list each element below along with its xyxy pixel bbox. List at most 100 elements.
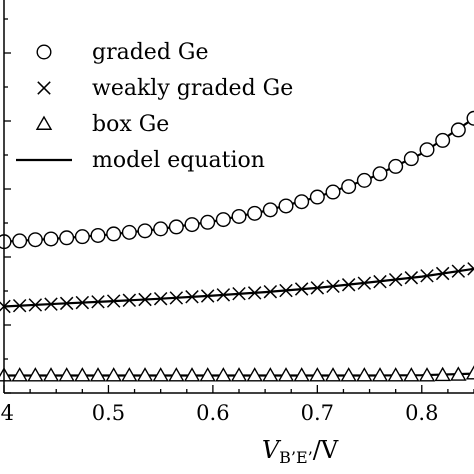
cross-stroke (91, 295, 105, 309)
x-tick-label: 0.7 (301, 401, 334, 425)
graded-ge-point (419, 142, 435, 158)
plot-area (0, 110, 474, 382)
graded-ge-point (168, 219, 184, 235)
cross-stroke (59, 296, 74, 311)
box-ge-point (152, 367, 169, 382)
graded-ge-point (294, 194, 310, 210)
cross-stroke (357, 276, 372, 290)
x-axis-label-subscript: B’E’ (279, 448, 313, 467)
graded-ge-point (12, 233, 28, 249)
graded-ge-point (450, 122, 466, 138)
box-ge-point (89, 367, 107, 382)
graded-ge-point (153, 221, 169, 237)
graded-ge-point (215, 212, 231, 228)
graded-ge-point (278, 198, 294, 214)
graded-ge-point (137, 223, 153, 239)
weakly-graded-ge-point (420, 269, 434, 283)
graded-ge-point (403, 151, 419, 167)
graded-ge-point (27, 232, 43, 248)
cross-stroke (326, 279, 340, 294)
weakly-graded-ge-point (435, 266, 450, 281)
weakly-graded-ge-point (404, 271, 419, 285)
cross-stroke (294, 282, 309, 296)
legend-marker (37, 81, 51, 95)
cross-stroke (153, 291, 168, 306)
box-ge-point (199, 367, 216, 382)
cross-stroke (247, 286, 262, 300)
graded-ge-point (372, 166, 388, 182)
legend-item: model equation (16, 148, 265, 173)
cross-stroke (12, 298, 27, 313)
model-curve-2 (3, 267, 474, 308)
box-ge-point (136, 367, 154, 382)
graded-ge-point (356, 172, 372, 188)
weakly-graded-ge-point (279, 283, 293, 298)
graded-ge-point (388, 158, 404, 174)
weakly-graded-ge-point (138, 292, 152, 307)
weakly-graded-ge-point (122, 293, 137, 307)
cross-stroke (341, 278, 356, 292)
weakly-graded-ge-point (263, 285, 278, 299)
box-ge-point (246, 367, 263, 382)
box-ge-point (450, 366, 467, 381)
legend: graded Ge weakly graded Ge box Ge model equ… (16, 40, 293, 173)
graded-ge-point (43, 231, 59, 247)
cross-stroke (44, 297, 58, 311)
weakly-graded-ge-point (200, 289, 215, 303)
legend-label: model equation (92, 148, 265, 173)
graded-ge-point (341, 179, 357, 195)
x-tick-label: 0.5 (92, 401, 125, 425)
cross-stroke (451, 264, 466, 278)
box-ge-point (387, 367, 404, 382)
x-tick-label: 0.6 (196, 401, 229, 425)
weakly-graded-ge-point (106, 294, 121, 308)
legend-label: weakly graded Ge (92, 76, 293, 101)
weakly-graded-ge-point (451, 264, 466, 278)
box-ge-point (121, 367, 138, 382)
graded-ge-point (0, 234, 12, 250)
legend-item: box Ge (35, 112, 169, 137)
box-ge-point (105, 367, 122, 382)
legend-item: graded Ge (36, 40, 209, 65)
cross-stroke (467, 262, 474, 270)
cross-stroke (388, 272, 403, 287)
graded-ge-point (325, 184, 341, 200)
box-ge-point (465, 365, 474, 380)
cross-stroke (216, 288, 231, 302)
graded-ge-point (466, 110, 474, 126)
cross-stroke (232, 286, 246, 301)
box-ge-point (58, 367, 75, 382)
cross-stroke (106, 294, 121, 308)
graded-ge-point (184, 217, 200, 233)
graded-ge-point (309, 189, 325, 205)
box-ge-point (418, 367, 436, 382)
cross-stroke (122, 293, 137, 307)
x-axis-label-unit: /V (313, 436, 339, 464)
cross-stroke (37, 81, 51, 95)
graded-ge-point (121, 224, 137, 240)
cross-stroke (373, 274, 387, 289)
box-ge-point (371, 367, 389, 382)
weakly-graded-ge-point (373, 274, 387, 289)
weakly-graded-ge-point (169, 291, 184, 305)
cross-stroke (310, 281, 325, 295)
weakly-graded-ge-point (341, 278, 356, 292)
cross-stroke (467, 267, 474, 276)
weakly-graded-ge-point (310, 281, 325, 295)
box-ge-point (42, 367, 60, 382)
cross-stroke (404, 271, 419, 285)
weakly-graded-ge-point (247, 286, 262, 300)
graded-ge-point (106, 226, 122, 242)
cross-stroke (28, 298, 43, 312)
box-ge-point (356, 367, 373, 382)
box-ge-point (262, 367, 279, 382)
weakly-graded-ge-point (388, 272, 403, 287)
weakly-graded-ge-point (91, 295, 105, 309)
cross-stroke (138, 292, 152, 307)
cross-stroke (420, 269, 434, 283)
x-axis-label: VB’E’/V (262, 436, 339, 467)
cross-stroke (75, 295, 90, 310)
box-ge-point (403, 367, 420, 382)
box-ge-point (74, 367, 91, 382)
